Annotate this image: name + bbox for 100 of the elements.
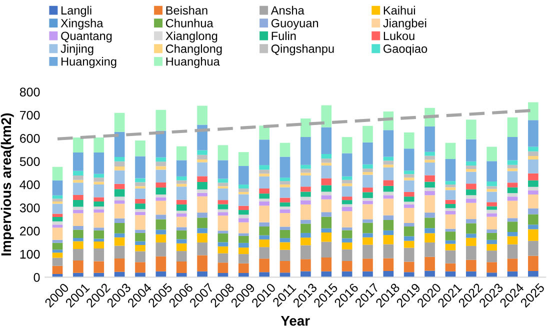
bar — [486, 188, 497, 192]
bar — [176, 243, 187, 252]
bar — [197, 228, 208, 234]
bar — [73, 241, 84, 249]
bar — [300, 172, 311, 176]
bar — [176, 180, 187, 184]
bar — [156, 170, 166, 182]
bar — [114, 258, 125, 272]
bar — [259, 239, 270, 248]
bar — [52, 216, 63, 222]
bar — [114, 196, 125, 201]
bar — [114, 204, 125, 218]
bar — [238, 236, 249, 243]
bar — [280, 156, 290, 178]
bar — [218, 178, 228, 183]
bar — [404, 170, 414, 174]
bar — [73, 176, 84, 180]
bar — [197, 162, 208, 176]
bar — [280, 261, 290, 273]
bar — [300, 164, 311, 169]
bar — [466, 219, 476, 224]
y-tick-label: 800 — [20, 88, 40, 96]
bar — [280, 209, 290, 214]
bar — [424, 256, 435, 271]
bar — [404, 204, 414, 208]
bar — [424, 175, 435, 182]
bar — [424, 156, 435, 160]
bar — [466, 198, 476, 203]
bar — [300, 118, 311, 138]
bar — [156, 188, 166, 194]
bar — [424, 242, 435, 257]
bar — [218, 200, 228, 204]
bar — [507, 117, 518, 138]
bar — [362, 233, 373, 238]
bar — [238, 166, 249, 185]
legend-label: Ansha — [270, 6, 304, 15]
bar — [135, 215, 146, 230]
bar — [362, 164, 373, 169]
bar — [321, 232, 332, 242]
bar — [94, 228, 104, 230]
bar — [156, 162, 166, 166]
bar — [176, 200, 187, 204]
bar — [445, 263, 456, 272]
legend-label: Lukou — [384, 31, 414, 40]
bar — [486, 192, 497, 202]
bar — [280, 226, 290, 230]
bar — [362, 244, 373, 259]
bar — [321, 158, 332, 163]
bar — [135, 232, 146, 242]
bar — [342, 249, 352, 261]
bar — [342, 207, 352, 212]
bar — [114, 237, 125, 246]
bar — [404, 202, 414, 204]
bar — [466, 260, 476, 272]
bar — [259, 201, 270, 206]
bar — [259, 188, 270, 194]
bar — [466, 234, 476, 238]
legend-label: Beishan — [166, 6, 208, 15]
y-axis-title: Impervious area(km2) — [0, 113, 14, 256]
bar — [528, 146, 538, 152]
bar — [362, 237, 373, 245]
bar — [362, 219, 373, 223]
bar — [342, 230, 352, 238]
bar — [94, 212, 104, 228]
bar — [52, 198, 63, 202]
bar — [486, 229, 497, 233]
bar — [445, 142, 456, 160]
legend-label: Xingsha — [60, 18, 104, 30]
bar — [176, 184, 187, 187]
y-tick-label: 100 — [20, 250, 40, 259]
bar — [280, 213, 290, 227]
bar — [383, 180, 394, 186]
legend-label: Langli — [61, 6, 92, 17]
bar — [321, 195, 332, 200]
bar — [238, 184, 249, 188]
bar — [404, 248, 414, 262]
bar — [73, 194, 84, 200]
bar — [424, 228, 435, 234]
bar — [486, 146, 497, 162]
bar — [300, 192, 311, 197]
bar — [321, 185, 332, 192]
bar — [300, 168, 311, 173]
bar — [280, 181, 290, 185]
bar — [156, 219, 166, 230]
bar — [300, 204, 311, 220]
bar — [135, 156, 146, 178]
bar — [321, 242, 332, 258]
bar — [135, 198, 146, 204]
bar — [486, 262, 497, 273]
legend-label: Chunhua — [166, 18, 214, 28]
bar — [238, 263, 249, 274]
bar — [176, 230, 187, 240]
legend-label: Jiangbei — [383, 18, 426, 30]
bar — [466, 161, 476, 166]
bar — [73, 137, 84, 153]
bar — [94, 242, 104, 248]
y-tick-label: 700 — [20, 110, 40, 120]
bar — [300, 137, 311, 165]
bar — [114, 233, 125, 238]
legend-label: Kaihui — [384, 6, 415, 15]
